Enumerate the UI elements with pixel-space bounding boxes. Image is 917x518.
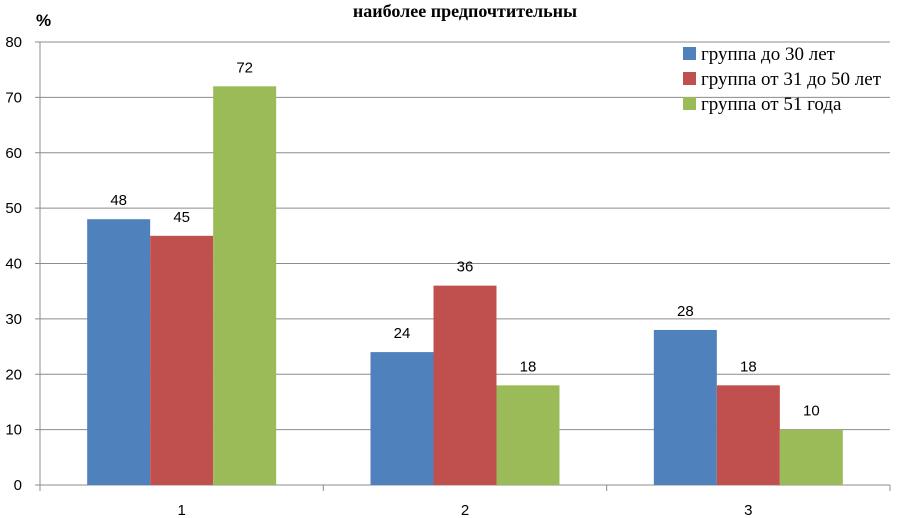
chart-title: наиболее предпочтительны	[353, 1, 577, 21]
bar	[370, 352, 434, 485]
y-tick-label: 0	[14, 477, 22, 494]
legend: группа до 30 лет группа от 31 до 50 лет гр…	[683, 44, 882, 115]
bar	[433, 285, 497, 485]
legend-swatch	[683, 97, 696, 110]
bar-value-label: 24	[394, 325, 411, 342]
legend-swatch	[683, 72, 696, 85]
legend-entry: группа от 31 до 50 лет	[701, 69, 882, 90]
y-tick-label: 50	[5, 200, 22, 217]
bar	[779, 429, 843, 485]
bar	[213, 86, 277, 486]
bar-value-label: 72	[236, 59, 253, 76]
bar-value-label: 28	[677, 303, 694, 320]
y-tick-label: 20	[5, 366, 22, 383]
y-tick-label: 40	[5, 256, 22, 273]
x-tick-label: 2	[461, 502, 469, 518]
bar	[716, 385, 780, 485]
bar-value-label: 18	[740, 358, 757, 375]
x-tick-label: 1	[177, 502, 185, 518]
y-tick-label: 30	[5, 311, 22, 328]
bars	[87, 86, 843, 486]
bar	[150, 235, 214, 485]
bar	[87, 219, 151, 485]
bar	[496, 385, 560, 485]
bar-value-label: 18	[520, 358, 537, 375]
bar-value-label: 48	[110, 192, 127, 209]
legend-swatch	[683, 47, 696, 60]
bar-value-label: 10	[803, 403, 820, 420]
bar	[653, 329, 717, 485]
y-tick-label: 60	[5, 145, 22, 162]
legend-entry: группа до 30 лет	[701, 44, 836, 65]
data-labels: 48 45 72 24 36 18 28 18 10	[110, 59, 819, 419]
bar-value-label: 36	[457, 259, 474, 276]
bar-value-label: 45	[173, 209, 190, 226]
legend-entry: группа от 51 года	[701, 94, 842, 115]
y-tick-label: 80	[5, 34, 22, 51]
x-tick-label: 3	[744, 502, 752, 518]
y-tick-label: 10	[5, 422, 22, 439]
x-axis-ticks: 1 2 3	[39, 485, 891, 518]
y-axis-ticks: 0 10 20 30 40 50 60 70 80	[5, 34, 40, 494]
y-tick-label: 70	[5, 89, 22, 106]
y-axis-unit-label: %	[36, 11, 51, 30]
